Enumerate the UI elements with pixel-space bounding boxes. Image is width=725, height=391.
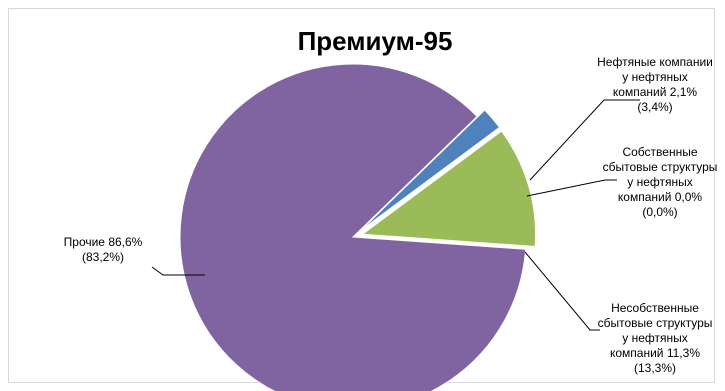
pie-slice-1 <box>360 109 501 231</box>
leader-line-2 <box>526 179 617 197</box>
pie-slice-4 <box>179 63 527 391</box>
leader-line-1 <box>529 99 640 181</box>
slice-label-line: (3,4%) <box>637 100 672 114</box>
chart-title: Премиум-95 <box>298 26 453 56</box>
pie-slice-3 <box>361 130 537 248</box>
slice-label-line: сбытовые структуры <box>603 160 718 174</box>
leader-line-3 <box>524 251 600 331</box>
slice-label-4: Прочие 86,6% (83,2%) <box>64 235 143 264</box>
leader-line-4 <box>151 266 205 276</box>
slice-label-line: Нефтяные компании <box>597 55 713 69</box>
slice-label-line: компаний 11,3% <box>610 346 700 360</box>
slice-label-3: Несобственные сбытовые структуры у нефтяны… <box>598 301 713 375</box>
slice-label-line: (0,0%) <box>642 205 677 219</box>
slice-label-line: у нефтяных <box>622 331 688 345</box>
slice-label-line: Несобственные <box>611 301 699 315</box>
slice-label-line: сбытовые структуры <box>598 316 713 330</box>
slice-label-2: Собственные сбытовые структуры у нефтяных к… <box>603 145 718 219</box>
slice-label-line: (13,3%) <box>634 361 676 375</box>
slice-label-line: у нефтяных <box>627 175 693 189</box>
slice-label-line: (83,2%) <box>82 250 124 264</box>
slice-label-1: Нефтяные компании у нефтяных компаний 2,1%… <box>597 55 713 114</box>
slice-label-line: компаний 0,0% <box>618 190 703 204</box>
slice-label-line: компаний 2,1% <box>613 85 698 99</box>
slice-label-line: Прочие 86,6% <box>64 235 143 249</box>
slice-label-line: у нефтяных <box>622 70 688 84</box>
slice-label-line: Собственные <box>622 145 697 159</box>
